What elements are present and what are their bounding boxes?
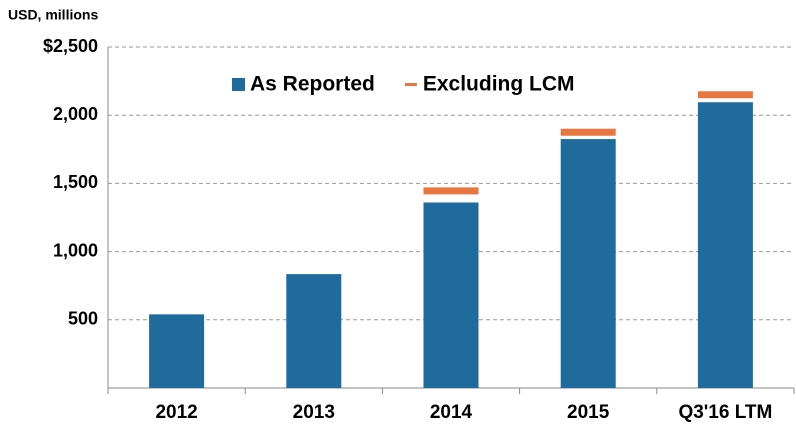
legend-label: Excluding LCM <box>423 73 575 96</box>
x-tick-label: 2015 <box>567 402 610 423</box>
marker-line <box>697 91 753 99</box>
bar <box>149 314 205 388</box>
marker-line <box>423 187 479 195</box>
marker-line <box>560 128 616 136</box>
x-tick-label: 2014 <box>430 402 473 423</box>
legend-swatch <box>404 83 417 86</box>
bar <box>423 202 479 388</box>
bar <box>560 139 616 388</box>
bar <box>286 274 342 388</box>
x-tick-label: 2012 <box>155 402 197 423</box>
bar <box>697 102 753 388</box>
y-tick-label: 1,500 <box>53 172 98 192</box>
x-tick-label: 2013 <box>293 402 335 423</box>
y-tick-label: 500 <box>68 309 98 329</box>
legend-label: As Reported <box>250 73 375 96</box>
unit-label: USD, millions <box>8 7 98 23</box>
y-tick-label: $2,500 <box>43 36 98 56</box>
x-tick-label: Q3'16 LTM <box>678 402 772 423</box>
y-tick-label: 2,000 <box>53 104 98 124</box>
y-tick-label: 1,000 <box>53 240 98 260</box>
legend-swatch <box>232 78 245 91</box>
